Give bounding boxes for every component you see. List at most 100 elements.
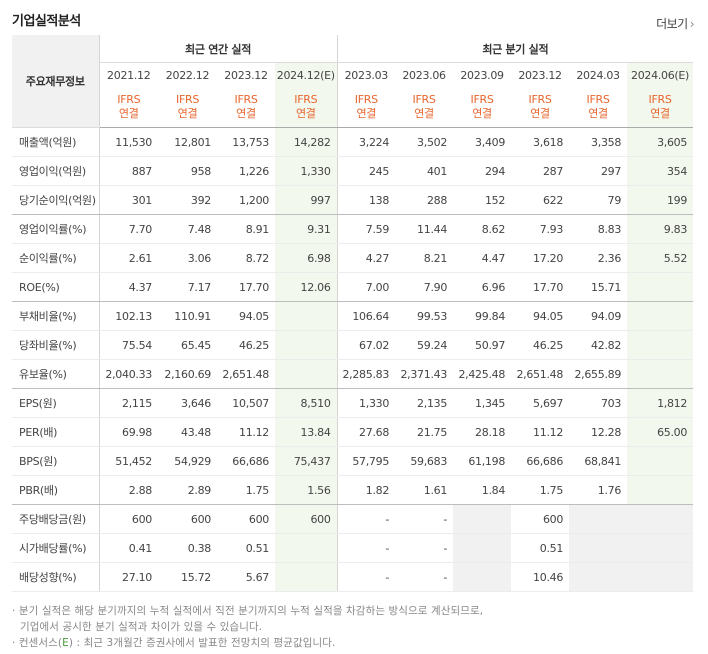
value-cell: 7.48 — [158, 214, 217, 244]
value-cell: 703 — [569, 388, 628, 418]
value-cell: 65.00 — [627, 417, 694, 447]
period-header: 2024.06(E) — [627, 62, 694, 87]
value-cell — [627, 359, 694, 389]
value-cell: 12.28 — [569, 417, 628, 447]
section-title: 기업실적분석 — [12, 14, 81, 29]
value-cell: 7.90 — [395, 272, 454, 302]
value-cell: 0.51 — [511, 533, 570, 563]
row-label: 유보율(%) — [12, 359, 100, 389]
value-cell: 2,425.48 — [453, 359, 512, 389]
value-cell: 99.84 — [453, 301, 512, 331]
value-cell: 138 — [337, 185, 396, 215]
table-row: 시가배당률(%) 0.41 0.38 0.51- -0.51 — [12, 533, 694, 563]
value-cell: 7.93 — [511, 214, 570, 244]
value-cell: 43.48 — [158, 417, 217, 447]
table-row: 부채비율(%) 102.13 110.91 94.05 106.64 99.53 99.84… — [12, 301, 694, 331]
row-label: 순이익률(%) — [12, 243, 100, 273]
value-cell: 94.05 — [217, 301, 275, 331]
value-cell: 13.84 — [275, 417, 338, 447]
value-cell — [627, 562, 694, 592]
value-cell: 54,929 — [158, 446, 217, 476]
value-cell: 4.27 — [337, 243, 396, 273]
value-cell: 10.46 — [511, 562, 570, 592]
value-cell: 7.00 — [337, 272, 396, 302]
value-cell: 1.75 — [511, 475, 570, 505]
value-cell: 3,224 — [337, 127, 396, 157]
value-cell: 2,371.43 — [395, 359, 454, 389]
value-cell: 6.98 — [275, 243, 338, 273]
financial-table: 주요재무정보 최근 연간 실적 최근 분기 실적 2021.12 2022.12 2… — [12, 35, 694, 592]
value-cell: 600 — [275, 504, 338, 534]
value-cell: 66,686 — [511, 446, 570, 476]
value-cell: 11.12 — [511, 417, 570, 447]
value-cell: 2.61 — [99, 243, 158, 273]
more-label: 더보기 — [656, 17, 688, 31]
value-cell: 21.75 — [395, 417, 454, 447]
value-cell: 354 — [627, 156, 694, 186]
table-row: 순이익률(%) 2.61 3.06 8.72 6.98 4.27 8.21 4.47 17.20… — [12, 243, 694, 273]
value-cell: - — [395, 504, 454, 534]
value-cell: 9.83 — [627, 214, 694, 244]
value-cell: 294 — [453, 156, 512, 186]
value-cell: 1,226 — [217, 156, 275, 186]
period-header: 2024.12(E) — [275, 62, 338, 87]
value-cell: 8.21 — [395, 243, 454, 273]
value-cell — [627, 504, 694, 534]
value-cell: 2,285.83 — [337, 359, 396, 389]
value-cell — [275, 359, 338, 389]
value-cell: 301 — [99, 185, 158, 215]
value-cell: 5.52 — [627, 243, 694, 273]
value-cell: 8.62 — [453, 214, 512, 244]
table-row: PER(배) 69.98 43.48 11.12 13.84 27.68 21.75 28.1… — [12, 417, 694, 447]
chevron-right-icon: › — [689, 17, 695, 31]
table-row: 배당성향(%) 27.10 15.72 5.67 - - 10.46 — [12, 562, 694, 592]
period-header: 2023.03 — [344, 68, 389, 82]
value-cell: 3,502 — [395, 127, 454, 157]
value-cell: 4.47 — [453, 243, 512, 273]
value-cell: 75,437 — [275, 446, 338, 476]
value-cell: 51,452 — [99, 446, 158, 476]
quarter-group-header: 최근 분기 실적 — [337, 35, 694, 63]
accounting-basis: IFRS 연결 — [511, 87, 570, 128]
value-cell — [627, 272, 694, 302]
value-cell: 2.89 — [158, 475, 217, 505]
value-cell: 1,330 — [337, 388, 396, 418]
value-cell: 42.82 — [569, 330, 628, 360]
value-cell: 2,115 — [99, 388, 158, 418]
value-cell: 11.12 — [217, 417, 275, 447]
value-cell: 2.36 — [569, 243, 628, 273]
row-label: 영업이익(억원) — [12, 156, 100, 186]
table-row: PBR(배) 2.88 2.89 1.75 1.56 1.82 1.61 1.84 1.75 1.… — [12, 475, 694, 505]
value-cell: 401 — [395, 156, 454, 186]
value-cell: 297 — [569, 156, 628, 186]
value-cell: 3,358 — [569, 127, 628, 157]
value-cell: 66,686 — [217, 446, 275, 476]
accounting-basis: IFRS 연결 — [337, 87, 396, 128]
value-cell: 5.67 — [217, 562, 275, 592]
value-cell: 0.51 — [217, 533, 275, 563]
value-cell: 2,160.69 — [158, 359, 217, 389]
value-cell: 110.91 — [158, 301, 217, 331]
value-cell: 67.02 — [337, 330, 396, 360]
value-cell: 17.70 — [511, 272, 570, 302]
value-cell: 600 — [158, 504, 217, 534]
value-cell — [275, 562, 338, 592]
row-header-label: 주요재무정보 — [12, 35, 100, 128]
period-header: 2021.12 — [107, 68, 151, 82]
note-quarterly-diff: 기업에서 공시한 분기 실적과 차이가 있을 수 있습니다. — [20, 621, 263, 633]
value-cell: 8,510 — [275, 388, 338, 418]
value-cell: - — [395, 533, 454, 563]
value-cell: 50.97 — [453, 330, 512, 360]
value-cell: 27.68 — [337, 417, 396, 447]
value-cell: 46.25 — [217, 330, 275, 360]
period-header: 2023.06 — [402, 68, 446, 82]
value-cell: 958 — [158, 156, 217, 186]
value-cell: 11.44 — [395, 214, 454, 244]
value-cell: 2,135 — [395, 388, 454, 418]
more-link[interactable]: 더보기 › — [656, 15, 694, 32]
value-cell: 15.71 — [569, 272, 628, 302]
value-cell: 106.64 — [337, 301, 396, 331]
value-cell: 9.31 — [275, 214, 338, 244]
value-cell: 1.75 — [217, 475, 275, 505]
